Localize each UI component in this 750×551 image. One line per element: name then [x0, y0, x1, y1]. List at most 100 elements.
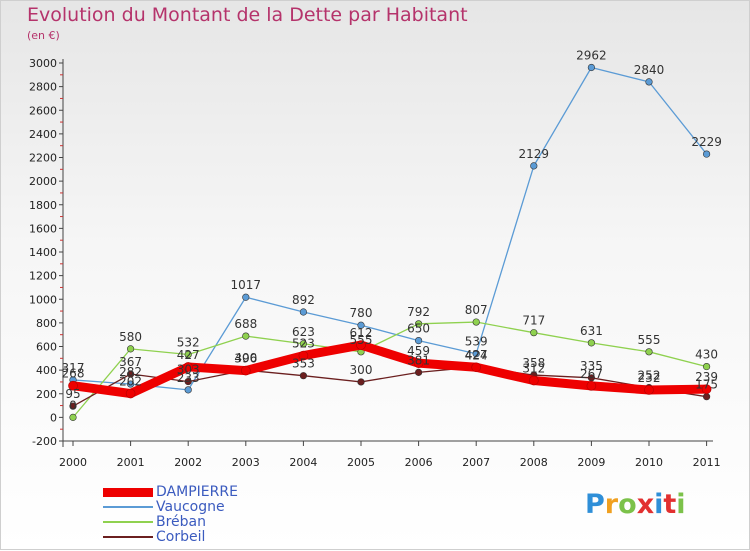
data-point — [242, 293, 250, 301]
data-label: 367 — [119, 355, 142, 369]
y-tick-label: 2800 — [29, 81, 57, 94]
data-label: 427 — [177, 348, 200, 362]
data-point — [127, 370, 135, 378]
data-point — [587, 339, 596, 347]
data-label: 792 — [407, 305, 430, 319]
data-point — [415, 320, 423, 328]
data-point — [471, 362, 482, 373]
data-point — [299, 340, 308, 348]
data-point — [184, 386, 192, 394]
data-label: 539 — [465, 335, 488, 349]
x-tick-label: 2009 — [577, 456, 605, 469]
data-point — [644, 385, 654, 395]
y-tick-label: 1200 — [29, 270, 57, 283]
data-label: 268 — [62, 367, 85, 381]
y-tick-label: 200 — [36, 388, 57, 401]
data-label: 459 — [407, 344, 430, 358]
data-label: 2129 — [519, 147, 550, 161]
data-point — [528, 375, 539, 386]
legend-swatch — [103, 488, 153, 497]
data-point — [472, 318, 480, 326]
data-point — [530, 162, 538, 170]
logo-letter: x — [636, 489, 655, 520]
y-tick-label: -200 — [32, 435, 57, 448]
legend-swatch — [103, 506, 153, 508]
y-tick-label: 0 — [50, 411, 57, 424]
data-label: 631 — [580, 324, 603, 338]
data-point — [69, 413, 77, 421]
y-tick-label: 800 — [36, 317, 57, 330]
data-point — [415, 336, 423, 345]
data-point — [530, 329, 538, 337]
x-tick-label: 2006 — [405, 456, 433, 469]
data-label: 232 — [638, 371, 661, 385]
data-point — [357, 321, 365, 329]
data-label: 892 — [292, 293, 315, 307]
data-point — [241, 365, 251, 376]
data-label: 233 — [177, 371, 200, 385]
legend-label: Vaucogne — [156, 499, 225, 515]
data-label: 2229 — [691, 135, 722, 149]
y-tick-label: 2200 — [29, 152, 57, 165]
y-axis-unit: (en €) — [27, 29, 60, 42]
data-point — [413, 358, 424, 368]
data-point — [183, 362, 193, 372]
data-label: 612 — [350, 326, 373, 340]
data-label: 202 — [119, 375, 142, 389]
x-tick-label: 2001 — [117, 456, 145, 469]
x-tick-label: 2008 — [520, 456, 548, 469]
data-label: 0 — [69, 398, 77, 412]
y-tick-label: 2400 — [29, 128, 57, 141]
data-point — [702, 150, 711, 158]
data-label: 317 — [62, 361, 85, 375]
series-line-vaucogne — [72, 66, 708, 391]
data-point — [701, 384, 712, 394]
data-point — [298, 350, 309, 361]
y-tick-label: 600 — [36, 341, 57, 354]
data-label: 2840 — [634, 63, 665, 77]
data-point — [586, 381, 597, 391]
data-point — [472, 350, 480, 358]
data-label: 555 — [638, 333, 661, 347]
y-tick-label: 2000 — [29, 175, 57, 188]
proxiti-logo: Proxiti — [585, 489, 686, 520]
data-point — [415, 368, 423, 376]
data-point — [587, 63, 596, 72]
logo-letter: i — [676, 489, 686, 520]
y-tick-label: 1800 — [29, 199, 57, 212]
y-tick-label: 1000 — [29, 293, 57, 306]
x-tick-label: 2002 — [174, 456, 202, 469]
data-point — [356, 340, 366, 350]
data-label: 400 — [234, 351, 257, 365]
data-point — [299, 308, 308, 316]
data-label: 2962 — [576, 48, 607, 62]
y-tick-label: 400 — [36, 364, 57, 377]
data-label: 650 — [407, 322, 430, 336]
data-point — [702, 393, 711, 401]
legend-swatch — [103, 521, 153, 523]
data-label: 312 — [522, 362, 545, 376]
data-label: 300 — [350, 363, 373, 377]
x-tick-label: 2007 — [462, 456, 490, 469]
data-point — [184, 377, 192, 386]
data-label: 523 — [292, 337, 315, 351]
data-label: 623 — [292, 325, 315, 339]
series-line-dampierre — [68, 340, 712, 399]
x-tick-label: 2003 — [232, 456, 260, 469]
data-point — [645, 348, 653, 356]
data-point — [68, 380, 78, 391]
series-line-bréban — [72, 321, 708, 419]
data-label: 580 — [119, 330, 142, 344]
data-label: 252 — [638, 369, 661, 383]
data-label: 175 — [695, 378, 718, 392]
data-label: 532 — [177, 336, 200, 350]
legend-swatch — [103, 536, 153, 538]
data-label: 353 — [292, 357, 315, 371]
y-tick-label: 1600 — [29, 222, 57, 235]
y-tick-label: 1400 — [29, 246, 57, 259]
data-label: 427 — [465, 348, 488, 362]
legend-label: Corbeil — [156, 529, 206, 545]
data-point — [125, 388, 136, 399]
